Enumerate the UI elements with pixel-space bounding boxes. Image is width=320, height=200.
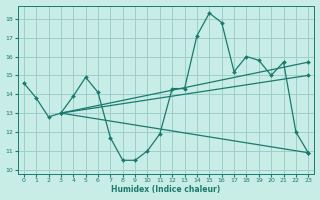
- X-axis label: Humidex (Indice chaleur): Humidex (Indice chaleur): [111, 185, 221, 194]
